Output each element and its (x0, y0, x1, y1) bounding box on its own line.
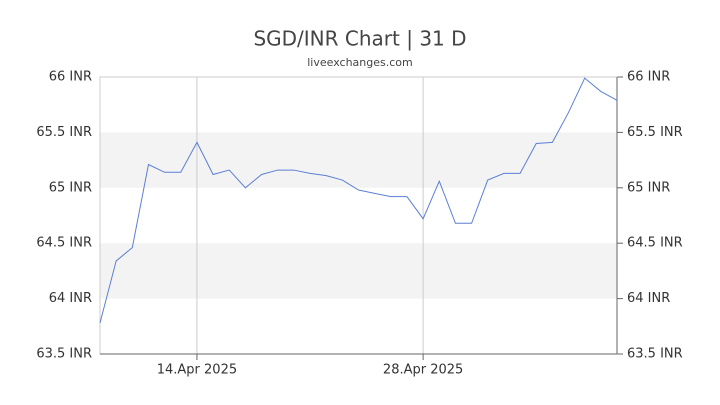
y2-tick-label: 63.5 INR (627, 347, 683, 362)
plot-frame (99, 76, 618, 355)
y-tick-label: 64.5 INR (36, 236, 92, 251)
y2-tick-label: 64 INR (627, 291, 670, 306)
y-tick-label: 64 INR (49, 291, 92, 306)
grid-band (100, 243, 617, 299)
y-tick-label: 65.5 INR (36, 125, 92, 140)
x-tick-label: 14.Apr 2025 (157, 363, 237, 378)
grid-band (100, 132, 617, 188)
y2-tick-label: 64.5 INR (627, 236, 683, 251)
y2-tick-label: 66 INR (627, 70, 670, 85)
x-tick-label: 28.Apr 2025 (383, 363, 463, 378)
y2-tick-label: 65.5 INR (627, 125, 683, 140)
line-series (99, 77, 618, 324)
chart-subtitle: liveexchanges.com (307, 56, 412, 69)
y-tick-label: 63.5 INR (36, 347, 92, 362)
chart-title: SGD/INR Chart | 31 D (253, 27, 466, 51)
y-tick-label: 66 INR (49, 70, 92, 85)
y-tick-label: 65 INR (49, 180, 92, 195)
y2-tick-label: 65 INR (627, 180, 670, 195)
